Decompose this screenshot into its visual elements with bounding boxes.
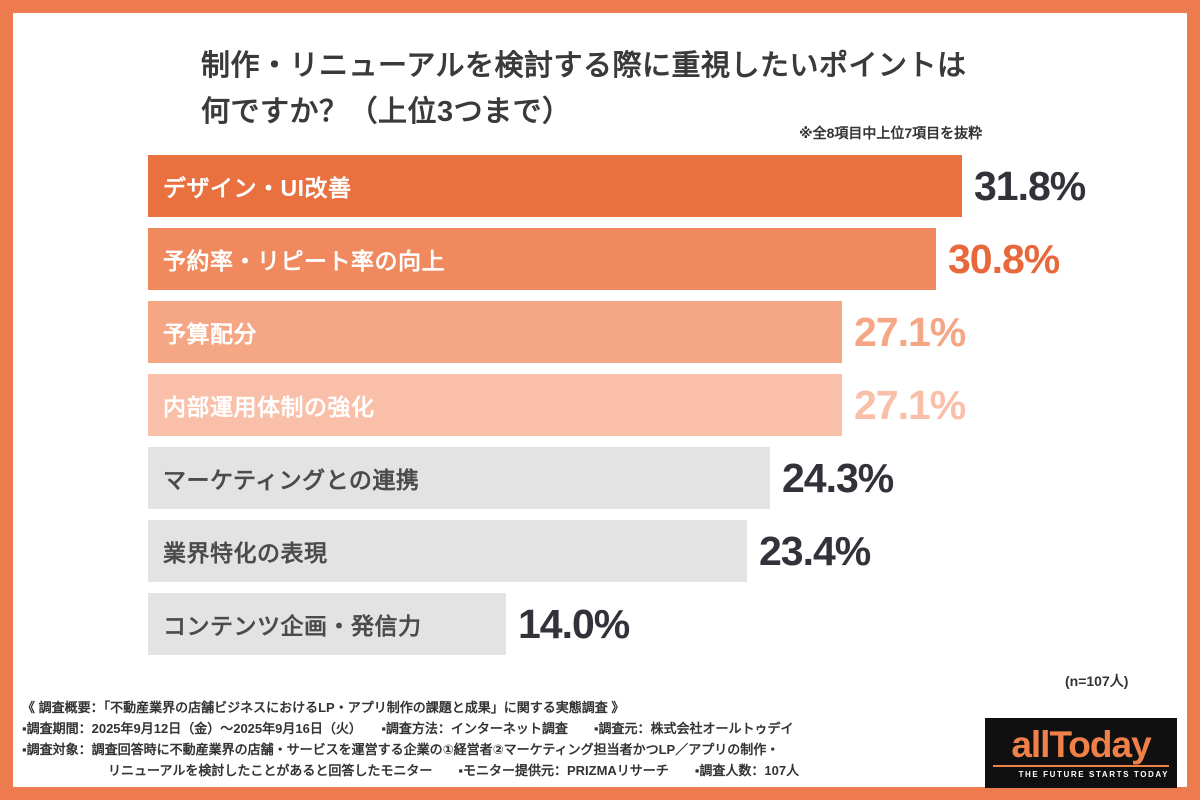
bar-value-label: 27.1% (854, 308, 966, 355)
bar: 予約率・リピート率の向上 (148, 228, 936, 290)
bar: 予算配分 (148, 301, 842, 363)
bar-row: マーケティングとの連携 24.3% (148, 447, 1193, 509)
chart-title-line1: 制作・リニューアルを検討する際に重視したいポイントは (201, 50, 967, 82)
bar: マーケティングとの連携 (148, 447, 770, 509)
bar: 業界特化の表現 (148, 520, 747, 582)
bar-category-label: マーケティングとの連携 (163, 467, 420, 493)
chart-title-line2: 何ですか？（上位3つまで） (201, 96, 572, 128)
bar-category-label: 予約率・リピート率の向上 (163, 248, 445, 274)
chart-title: 制作・リニューアルを検討する際に重視したいポイントは 何ですか？（上位3つまで） (201, 43, 967, 135)
survey-overview-line: ▪調査対象：調査回答時に不動産業界の店舗・サービスを運営する企業の①経営者②マー… (22, 742, 780, 757)
bar-value-label: 24.3% (782, 454, 894, 501)
excerpt-note: ※全8項目中上位7項目を抜粋 (799, 125, 983, 141)
bar-category-label: 業界特化の表現 (163, 540, 328, 566)
bar-row: 予約率・リピート率の向上 30.8% (148, 228, 1193, 290)
survey-overview-line: リニューアルを検討したことがあると回答したモニター ▪モニター提供元：PRIZM… (108, 763, 800, 778)
survey-overview-line: ▪調査期間：2025年9月12日（金）〜2025年9月16日（火） ▪調査方法：… (22, 721, 794, 736)
bar-chart: デザイン・UI改善 31.8% 予約率・リピート率の向上 30.8% 予算配分 27.1%… (148, 155, 1193, 666)
bar-category-label: 予算配分 (163, 321, 257, 347)
alltoday-logo-tagline: THE FUTURE STARTS TODAY (1018, 770, 1169, 780)
bar-row: コンテンツ企画・発信力 14.0% (148, 593, 1193, 655)
sample-size-note: (n=107人) (1065, 673, 1129, 689)
bar-value-label: 30.8% (948, 235, 1060, 282)
alltoday-logo: allToday THE FUTURE STARTS TODAY (985, 718, 1177, 788)
survey-overview-line: 《 調査概要：「不動産業界の店舗ビジネスにおけるLP・アプリ制作の課題と成果」に… (22, 700, 625, 715)
bar-value-label: 23.4% (759, 527, 871, 574)
bar-value-label: 31.8% (974, 162, 1086, 209)
bar-value-label: 27.1% (854, 381, 966, 428)
bar-row: 内部運用体制の強化 27.1% (148, 374, 1193, 436)
bar-row: 予算配分 27.1% (148, 301, 1193, 363)
bar-category-label: コンテンツ企画・発信力 (163, 613, 422, 639)
alltoday-logo-wordmark: allToday (993, 725, 1169, 768)
bar-category-label: デザイン・UI改善 (163, 175, 352, 201)
bar-row: 業界特化の表現 23.4% (148, 520, 1193, 582)
bar-category-label: 内部運用体制の強化 (163, 394, 375, 420)
survey-overview: 《 調査概要：「不動産業界の店舗ビジネスにおけるLP・アプリ制作の課題と成果」に… (22, 697, 982, 781)
bar: 内部運用体制の強化 (148, 374, 842, 436)
bar: コンテンツ企画・発信力 (148, 593, 506, 655)
bar-row: デザイン・UI改善 31.8% (148, 155, 1193, 217)
bar-value-label: 14.0% (518, 600, 630, 647)
bar: デザイン・UI改善 (148, 155, 962, 217)
